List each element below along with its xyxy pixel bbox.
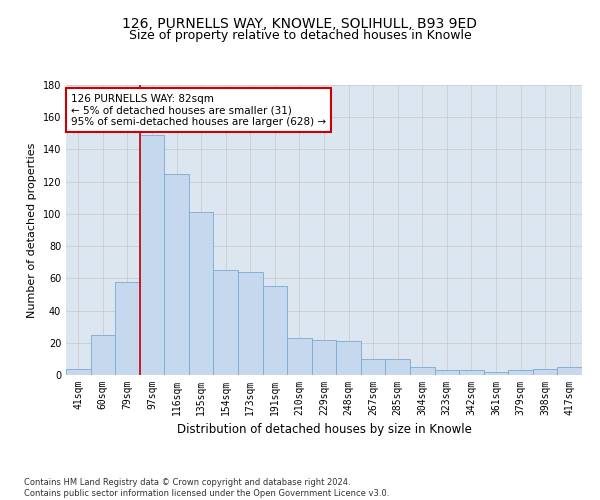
Bar — [238, 272, 263, 375]
X-axis label: Distribution of detached houses by size in Knowle: Distribution of detached houses by size … — [176, 424, 472, 436]
Bar — [140, 135, 164, 375]
Bar — [336, 341, 361, 375]
Text: 126, PURNELLS WAY, KNOWLE, SOLIHULL, B93 9ED: 126, PURNELLS WAY, KNOWLE, SOLIHULL, B93… — [122, 18, 478, 32]
Bar — [287, 338, 312, 375]
Bar — [189, 212, 214, 375]
Bar — [533, 368, 557, 375]
Bar — [361, 359, 385, 375]
Bar — [484, 372, 508, 375]
Text: Size of property relative to detached houses in Knowle: Size of property relative to detached ho… — [128, 29, 472, 42]
Bar — [66, 368, 91, 375]
Bar — [214, 270, 238, 375]
Bar — [91, 334, 115, 375]
Y-axis label: Number of detached properties: Number of detached properties — [27, 142, 37, 318]
Bar — [410, 367, 434, 375]
Bar — [434, 370, 459, 375]
Bar — [164, 174, 189, 375]
Bar — [115, 282, 140, 375]
Bar — [385, 359, 410, 375]
Bar — [459, 370, 484, 375]
Bar — [557, 367, 582, 375]
Text: 126 PURNELLS WAY: 82sqm
← 5% of detached houses are smaller (31)
95% of semi-det: 126 PURNELLS WAY: 82sqm ← 5% of detached… — [71, 94, 326, 127]
Bar — [508, 370, 533, 375]
Bar — [263, 286, 287, 375]
Text: Contains HM Land Registry data © Crown copyright and database right 2024.
Contai: Contains HM Land Registry data © Crown c… — [24, 478, 389, 498]
Bar — [312, 340, 336, 375]
